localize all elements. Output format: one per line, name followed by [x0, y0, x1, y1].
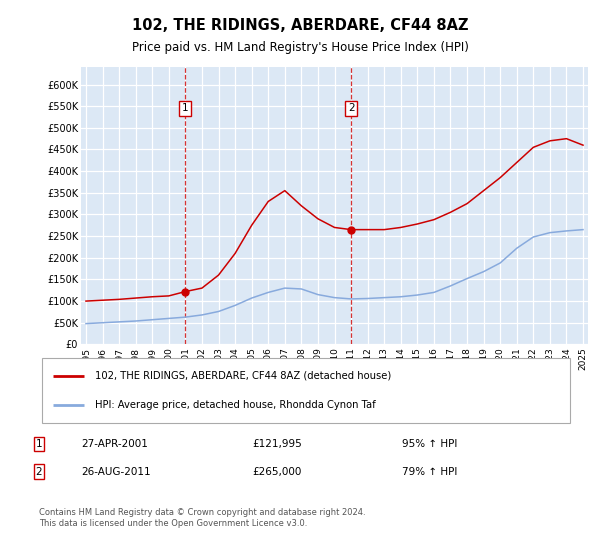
Text: 1: 1	[35, 439, 43, 449]
Text: £121,995: £121,995	[252, 439, 302, 449]
Text: Price paid vs. HM Land Registry's House Price Index (HPI): Price paid vs. HM Land Registry's House …	[131, 41, 469, 54]
Text: 1: 1	[182, 104, 188, 113]
Text: HPI: Average price, detached house, Rhondda Cynon Taf: HPI: Average price, detached house, Rhon…	[95, 400, 376, 410]
Text: 79% ↑ HPI: 79% ↑ HPI	[402, 466, 457, 477]
Text: 26-AUG-2011: 26-AUG-2011	[81, 466, 151, 477]
Text: Contains HM Land Registry data © Crown copyright and database right 2024.
This d: Contains HM Land Registry data © Crown c…	[39, 508, 365, 528]
Text: £265,000: £265,000	[252, 466, 301, 477]
Text: 102, THE RIDINGS, ABERDARE, CF44 8AZ (detached house): 102, THE RIDINGS, ABERDARE, CF44 8AZ (de…	[95, 371, 391, 381]
Text: 102, THE RIDINGS, ABERDARE, CF44 8AZ: 102, THE RIDINGS, ABERDARE, CF44 8AZ	[132, 18, 468, 32]
Text: 95% ↑ HPI: 95% ↑ HPI	[402, 439, 457, 449]
FancyBboxPatch shape	[42, 358, 570, 423]
Text: 2: 2	[348, 104, 355, 113]
Text: 2: 2	[35, 466, 43, 477]
Text: 27-APR-2001: 27-APR-2001	[81, 439, 148, 449]
